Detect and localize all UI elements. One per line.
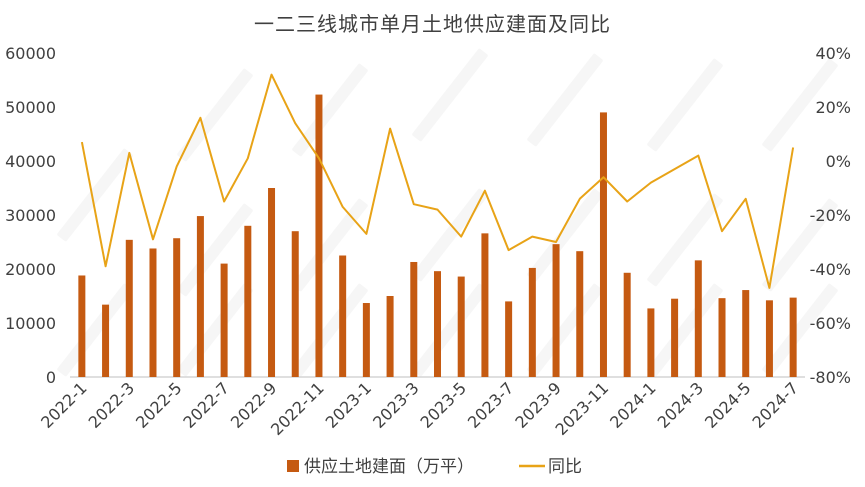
watermark-stripe — [646, 283, 723, 377]
bar-2022-12 — [339, 255, 347, 377]
line-series — [80, 73, 795, 289]
watermark-stripe — [526, 53, 603, 147]
bar-2022-8 — [244, 225, 252, 377]
bar-2023-4 — [434, 271, 441, 377]
bar-2023-8 — [528, 267, 536, 377]
watermark-stripe — [56, 148, 133, 242]
bar-2022-9 — [268, 188, 276, 377]
watermark-stripe — [176, 68, 253, 162]
x-tick-label: 2024-3 — [654, 378, 708, 432]
bar-2024-5 — [742, 290, 750, 377]
bar-2023-6 — [481, 233, 489, 377]
x-tick-label: 2023-3 — [369, 378, 423, 432]
bar-2024-3 — [694, 260, 702, 377]
bar-2024-6 — [765, 300, 773, 377]
bar-2023-3 — [410, 261, 418, 377]
right-tick-label: -20% — [810, 206, 851, 225]
bar-2023-9 — [552, 244, 560, 377]
bar-2022-4 — [149, 248, 157, 377]
watermark-stripe — [291, 63, 368, 157]
x-tick-label: 2024-5 — [701, 378, 755, 432]
x-tick-label: 2024-7 — [748, 378, 802, 432]
bar-2022-10 — [291, 231, 299, 377]
right-tick-label: -60% — [810, 314, 851, 333]
x-tick-label: 2023-11 — [552, 378, 613, 439]
left-tick-label: 20000 — [5, 260, 56, 279]
left-tick-label: 0 — [46, 368, 56, 387]
bar-2022-6 — [196, 216, 204, 377]
watermark-stripe — [526, 283, 603, 377]
x-tick-label: 2023-5 — [417, 378, 471, 432]
bar-2023-10 — [576, 251, 584, 377]
x-tick-label: 2023-7 — [464, 378, 518, 432]
watermark-stripe — [646, 193, 723, 287]
legend-bar-label: 供应土地建面（万平） — [304, 457, 474, 477]
bar-2023-5 — [457, 276, 465, 377]
bar-2024-2 — [671, 298, 679, 377]
bar-2022-11 — [315, 94, 323, 377]
x-tick-label: 2022-11 — [267, 378, 328, 439]
chart-title: 一二三线城市单月土地供应建面及同比 — [254, 12, 611, 36]
bar-2023-2 — [386, 296, 394, 377]
bar-2024-1 — [647, 308, 655, 377]
left-tick-label: 30000 — [5, 206, 56, 225]
watermark-stripe — [176, 283, 253, 377]
x-tick-label: 2022-7 — [179, 378, 233, 432]
bar-2023-12 — [623, 272, 631, 377]
watermark-stripe — [526, 188, 603, 282]
watermark-stripe — [176, 203, 253, 297]
bar-2023-11 — [599, 112, 607, 378]
left-tick-label: 40000 — [5, 152, 56, 171]
right-tick-label: 20% — [815, 98, 851, 117]
bar-2022-7 — [220, 263, 228, 377]
bar-2022-1 — [78, 275, 86, 377]
watermark-stripe — [411, 188, 488, 282]
bar-2024-7 — [789, 297, 797, 377]
right-tick-label: -40% — [810, 260, 851, 279]
bar-2023-7 — [505, 301, 513, 377]
watermark-stripe — [646, 58, 723, 152]
x-tick-label: 2022-3 — [85, 378, 139, 432]
left-tick-label: 60000 — [5, 44, 56, 63]
left-tick-label: 50000 — [5, 98, 56, 117]
x-tick-label: 2023-1 — [322, 378, 376, 432]
right-tick-label: 40% — [815, 44, 851, 63]
bar-2024-4 — [718, 298, 726, 377]
right-tick-label: 0% — [826, 152, 851, 171]
legend-line-label: 同比 — [548, 457, 582, 477]
x-tick-label: 2024-1 — [606, 378, 660, 432]
bar-2022-3 — [125, 239, 133, 377]
watermark-stripe — [291, 198, 368, 292]
legend: 供应土地建面（万平） 同比 — [287, 457, 582, 477]
right-tick-label: -80% — [810, 368, 851, 387]
watermark-stripe — [291, 283, 368, 377]
watermark-stripe — [411, 283, 488, 377]
bar-2023-1 — [362, 303, 370, 377]
x-tick-label: 2022-5 — [132, 378, 186, 432]
legend-bar-swatch — [287, 460, 299, 472]
bar-2022-5 — [173, 238, 181, 377]
bar-2022-2 — [102, 304, 110, 377]
left-tick-label: 10000 — [5, 314, 56, 333]
watermark-stripe — [411, 48, 488, 142]
bar-series — [78, 94, 797, 378]
watermark-stripe — [56, 283, 133, 377]
